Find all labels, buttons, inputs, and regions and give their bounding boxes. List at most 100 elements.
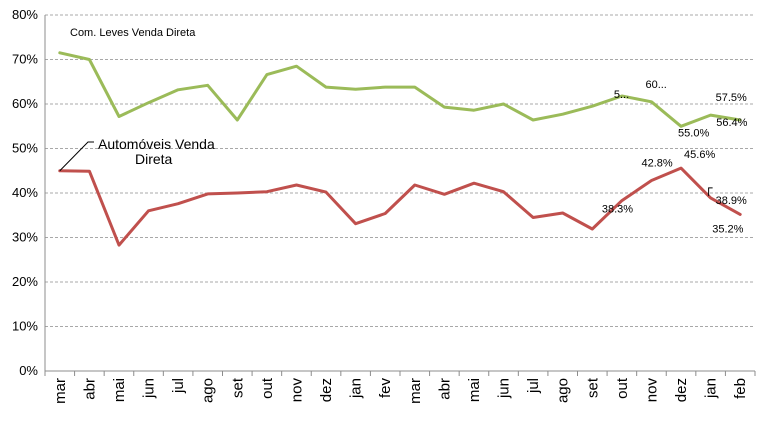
x-tick-label: out <box>259 377 276 399</box>
data-point <box>325 86 328 89</box>
x-tick-label: jul <box>525 378 542 394</box>
series-line-1 <box>58 166 742 247</box>
series-name-leader <box>59 141 94 172</box>
series-group <box>58 51 742 247</box>
x-tick-label: dez <box>318 378 335 402</box>
x-tick-label: set <box>229 377 246 398</box>
data-point <box>265 190 268 193</box>
x-tick-label: mai <box>466 378 483 402</box>
data-point <box>443 193 446 196</box>
x-tick-label: ago <box>200 378 217 403</box>
data-point <box>206 84 209 87</box>
data-point <box>236 192 239 195</box>
x-tick-label: jan <box>348 378 365 399</box>
x-tick-label: jul <box>170 378 187 394</box>
y-tick-label: 30% <box>12 230 38 245</box>
x-tick-label: mar <box>407 378 424 404</box>
data-point <box>680 167 683 170</box>
x-tick-label: set <box>584 377 601 398</box>
data-point <box>354 88 357 91</box>
y-axis: 0% 10% 20% 30% 40% 50% 60% 70% 80% <box>12 7 46 378</box>
data-point <box>354 222 357 225</box>
data-point <box>561 212 564 215</box>
data-label: 38.9% <box>716 195 747 207</box>
data-point <box>177 88 180 91</box>
data-point <box>88 170 91 173</box>
y-tick-label: 60% <box>12 96 38 111</box>
x-tick-label: abr <box>436 378 453 400</box>
y-tick-label: 0% <box>19 363 38 378</box>
x-tick-label: out <box>614 377 631 399</box>
series-names: Com. Leves Venda Direta Automóveis VendaD… <box>59 27 215 172</box>
x-tick-label: fev <box>377 378 394 399</box>
x-tick-label: jan <box>703 378 720 399</box>
series-name-label: Automóveis Venda <box>98 136 215 152</box>
data-point <box>117 244 120 247</box>
data-label: 56.4% <box>716 117 747 129</box>
x-tick-label: dez <box>673 378 690 402</box>
data-label: 55.0% <box>678 127 709 139</box>
label-leader <box>708 187 713 196</box>
data-point <box>739 213 742 216</box>
y-tick-label: 50% <box>12 141 38 156</box>
data-point <box>709 196 712 199</box>
data-point <box>147 101 150 104</box>
data-point <box>413 86 416 89</box>
data-point <box>325 191 328 194</box>
x-tick-label: ago <box>555 378 572 403</box>
series-line-0 <box>58 51 742 128</box>
data-point <box>472 182 475 185</box>
data-label: 45.6% <box>684 149 715 161</box>
x-tick-label: jun <box>141 378 158 399</box>
data-point <box>591 228 594 231</box>
data-point <box>561 113 564 116</box>
data-point <box>58 51 61 54</box>
gridlines <box>45 14 755 327</box>
x-tick-label: abr <box>81 378 98 400</box>
data-labels: 5... 60... 55.0% 57.5% 56.4% 38.3% 42.8% 45.6% 3… <box>602 79 748 236</box>
data-point <box>532 119 535 122</box>
data-label: 38.3% <box>602 204 633 216</box>
data-point <box>177 202 180 205</box>
data-point <box>650 179 653 182</box>
data-point <box>384 212 387 215</box>
data-point <box>532 216 535 219</box>
data-point <box>384 86 387 89</box>
x-tick-label: mar <box>52 378 69 404</box>
data-point <box>591 105 594 108</box>
data-point <box>117 115 120 118</box>
data-point <box>295 183 298 186</box>
y-tick-label: 80% <box>12 7 38 22</box>
data-point <box>295 65 298 68</box>
y-tick-label: 40% <box>12 185 38 200</box>
data-label: 57.5% <box>716 92 747 104</box>
data-point <box>147 209 150 212</box>
data-point <box>236 119 239 122</box>
y-tick-label: 70% <box>12 52 38 67</box>
data-point <box>206 192 209 195</box>
y-tick-label: 10% <box>12 319 38 334</box>
x-tick-label: jun <box>496 378 513 399</box>
data-point <box>472 109 475 112</box>
data-point <box>620 199 623 202</box>
data-label: 35.2% <box>712 223 743 235</box>
series-name-label: Direta <box>135 151 173 167</box>
data-point <box>443 106 446 109</box>
x-tick-label: mai <box>111 378 128 402</box>
data-point <box>88 58 91 61</box>
data-label: 42.8% <box>641 158 672 170</box>
x-tick-label: nov <box>288 378 305 403</box>
data-label: 60... <box>645 79 666 91</box>
x-tick-label: nov <box>643 378 660 403</box>
data-point <box>413 183 416 186</box>
y-tick-label: 20% <box>12 274 38 289</box>
data-label: 5... <box>614 89 629 101</box>
x-tick-label: feb <box>732 378 749 399</box>
series-name-label: Com. Leves Venda Direta <box>70 27 196 39</box>
data-point <box>502 190 505 193</box>
data-point <box>265 73 268 76</box>
data-point <box>650 100 653 103</box>
x-axis: mar abr mai jun jul ago set out nov dez jan fev mar a… <box>44 370 756 404</box>
data-point <box>709 114 712 117</box>
